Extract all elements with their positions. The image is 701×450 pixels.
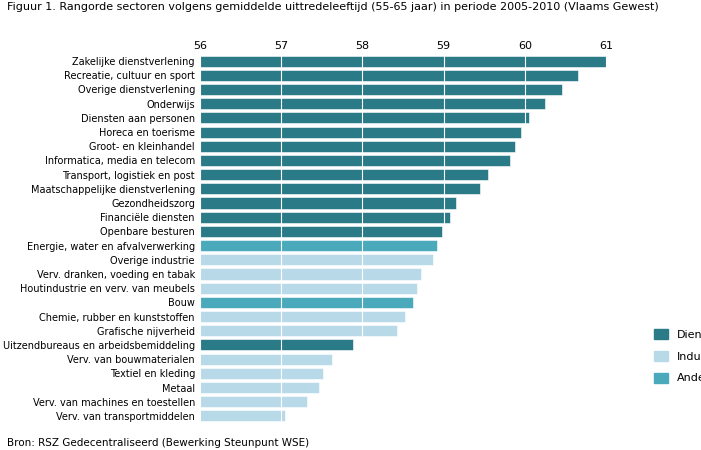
Bar: [200, 368, 323, 379]
Bar: [200, 339, 353, 351]
Bar: [200, 198, 456, 208]
Bar: [200, 325, 397, 336]
Bar: [200, 55, 606, 67]
Bar: [200, 84, 562, 95]
Bar: [200, 382, 320, 393]
Bar: [200, 283, 417, 294]
Bar: [200, 112, 529, 123]
Bar: [200, 141, 515, 152]
Bar: [200, 183, 480, 194]
Bar: [200, 169, 489, 180]
Bar: [200, 226, 442, 237]
Bar: [200, 410, 285, 422]
Bar: [200, 98, 545, 109]
Bar: [200, 240, 437, 251]
Bar: [200, 354, 332, 364]
Bar: [200, 70, 578, 81]
Bar: [200, 396, 307, 407]
Text: Bron: RSZ Gedecentraliseerd (Bewerking Steunpunt WSE): Bron: RSZ Gedecentraliseerd (Bewerking S…: [7, 438, 309, 448]
Bar: [200, 311, 404, 322]
Bar: [200, 212, 450, 223]
Bar: [200, 297, 413, 308]
Text: Figuur 1. Rangorde sectoren volgens gemiddelde uittredeleeftijd (55-65 jaar) in : Figuur 1. Rangorde sectoren volgens gemi…: [7, 2, 659, 12]
Bar: [200, 254, 433, 266]
Bar: [200, 269, 421, 279]
Bar: [200, 155, 510, 166]
Legend: Diensten, Industrie, Andere: Diensten, Industrie, Andere: [650, 324, 701, 388]
Bar: [200, 126, 521, 138]
